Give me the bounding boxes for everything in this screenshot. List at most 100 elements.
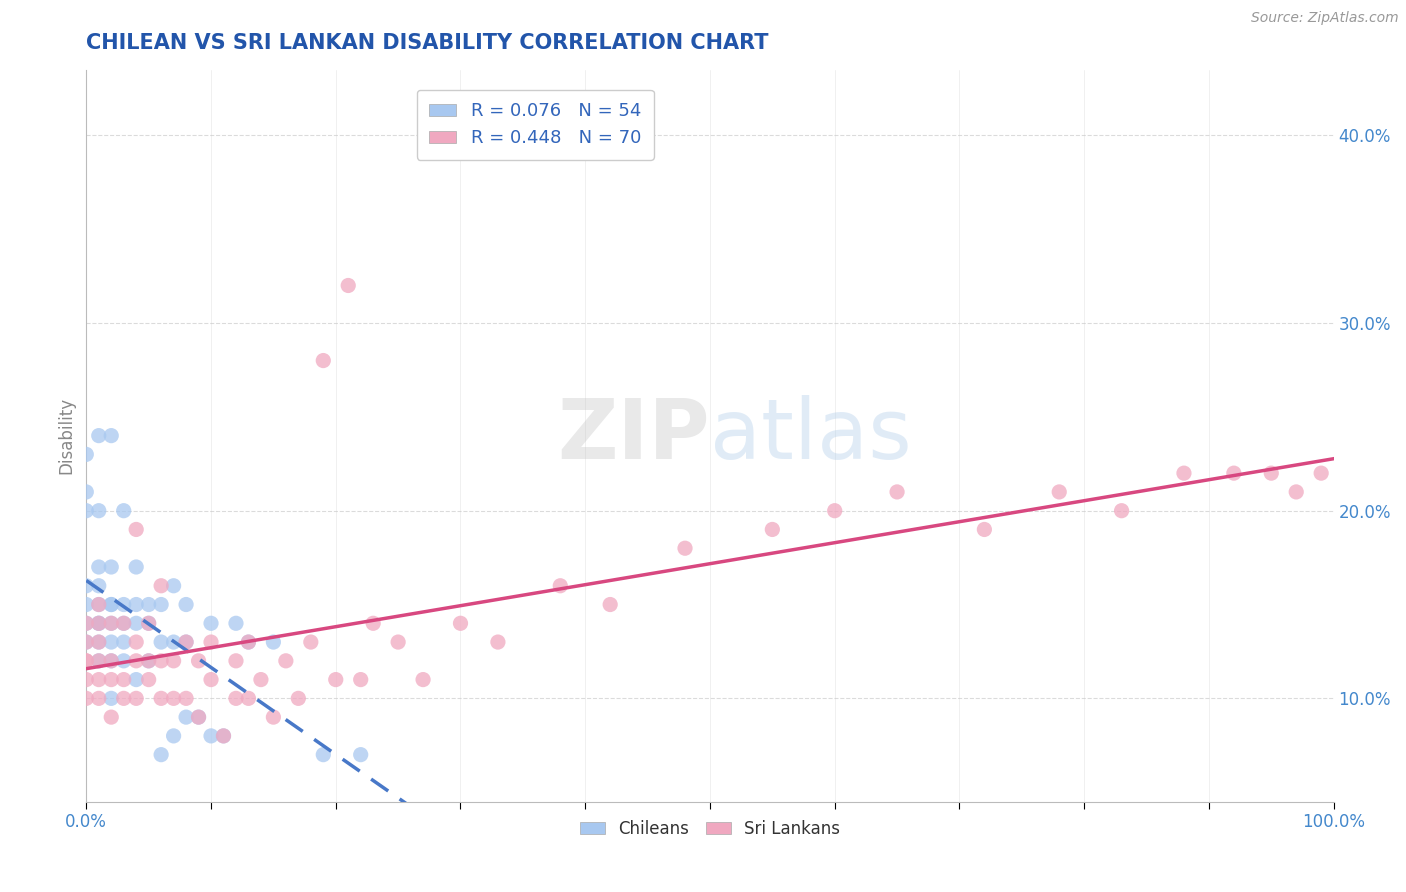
Point <box>87 560 110 574</box>
Point <box>1260 466 1282 480</box>
Point <box>87 504 110 518</box>
Point <box>87 579 110 593</box>
Point <box>75 673 97 687</box>
Point <box>87 635 110 649</box>
Point <box>100 710 122 724</box>
Point <box>312 353 335 368</box>
Point <box>548 579 571 593</box>
Point <box>87 673 110 687</box>
Y-axis label: Disability: Disability <box>58 397 75 475</box>
Point <box>287 691 309 706</box>
Point <box>100 560 122 574</box>
Point <box>200 673 222 687</box>
Point <box>238 691 260 706</box>
Point <box>100 654 122 668</box>
Legend: Chileans, Sri Lankans: Chileans, Sri Lankans <box>574 814 846 845</box>
Point <box>87 616 110 631</box>
Point <box>262 710 284 724</box>
Point <box>138 654 160 668</box>
Point <box>75 654 97 668</box>
Point <box>824 504 846 518</box>
Point <box>162 691 184 706</box>
Point <box>150 579 173 593</box>
Point <box>350 673 373 687</box>
Point <box>886 484 908 499</box>
Point <box>162 635 184 649</box>
Point <box>238 635 260 649</box>
Point <box>75 447 97 461</box>
Point <box>1173 466 1195 480</box>
Point <box>212 729 235 743</box>
Point <box>112 616 135 631</box>
Point <box>312 747 335 762</box>
Point <box>187 710 209 724</box>
Point <box>274 654 297 668</box>
Point <box>138 616 160 631</box>
Point <box>174 598 197 612</box>
Point <box>1310 466 1333 480</box>
Point <box>75 616 97 631</box>
Point <box>174 635 197 649</box>
Point <box>337 278 360 293</box>
Point <box>75 654 97 668</box>
Point <box>75 635 97 649</box>
Point <box>187 654 209 668</box>
Point <box>673 541 696 556</box>
Point <box>599 598 621 612</box>
Point <box>387 635 409 649</box>
Text: ZIP: ZIP <box>557 395 710 476</box>
Point <box>100 691 122 706</box>
Point <box>212 729 235 743</box>
Point <box>100 616 122 631</box>
Point <box>187 710 209 724</box>
Point <box>225 654 247 668</box>
Point <box>150 598 173 612</box>
Point <box>973 523 995 537</box>
Point <box>225 691 247 706</box>
Point <box>412 673 434 687</box>
Point <box>100 598 122 612</box>
Point <box>138 616 160 631</box>
Point <box>100 654 122 668</box>
Point <box>325 673 347 687</box>
Point <box>100 616 122 631</box>
Point <box>125 635 148 649</box>
Point <box>361 616 384 631</box>
Point <box>200 635 222 649</box>
Point <box>138 673 160 687</box>
Point <box>75 579 97 593</box>
Point <box>125 560 148 574</box>
Point <box>200 616 222 631</box>
Point <box>75 504 97 518</box>
Point <box>1111 504 1133 518</box>
Point <box>125 673 148 687</box>
Point <box>125 654 148 668</box>
Point <box>350 747 373 762</box>
Point <box>87 616 110 631</box>
Point <box>125 523 148 537</box>
Point <box>87 598 110 612</box>
Point <box>125 598 148 612</box>
Point <box>162 654 184 668</box>
Point <box>100 598 122 612</box>
Point <box>138 654 160 668</box>
Text: CHILEAN VS SRI LANKAN DISABILITY CORRELATION CHART: CHILEAN VS SRI LANKAN DISABILITY CORRELA… <box>86 33 769 53</box>
Point <box>450 616 472 631</box>
Point <box>112 504 135 518</box>
Point <box>150 635 173 649</box>
Point <box>125 616 148 631</box>
Point <box>100 428 122 442</box>
Point <box>761 523 783 537</box>
Point <box>75 484 97 499</box>
Point <box>112 691 135 706</box>
Point <box>238 635 260 649</box>
Point <box>87 598 110 612</box>
Point <box>100 635 122 649</box>
Point <box>1285 484 1308 499</box>
Point <box>150 654 173 668</box>
Point <box>75 616 97 631</box>
Point <box>87 691 110 706</box>
Point <box>112 654 135 668</box>
Point <box>262 635 284 649</box>
Text: atlas: atlas <box>710 395 911 476</box>
